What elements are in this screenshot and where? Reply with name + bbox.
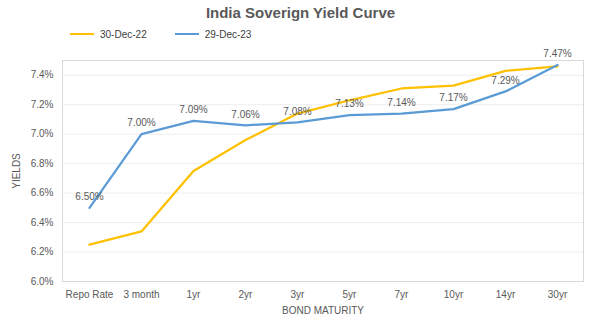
svg-text:7yr: 7yr: [395, 289, 410, 300]
svg-text:Repo Rate: Repo Rate: [66, 289, 114, 300]
svg-text:14yr: 14yr: [496, 289, 516, 300]
svg-text:6.6%: 6.6%: [31, 187, 54, 198]
svg-text:5yr: 5yr: [343, 289, 358, 300]
svg-text:30yr: 30yr: [548, 289, 568, 300]
svg-text:7.14%: 7.14%: [387, 97, 415, 108]
svg-text:7.00%: 7.00%: [127, 117, 155, 128]
svg-text:7.47%: 7.47%: [543, 48, 571, 59]
html-text:29-Dec-23: 29-Dec-23: [204, 28, 252, 40]
svg-text:7.17%: 7.17%: [439, 92, 467, 103]
svg-text:10yr: 10yr: [444, 289, 464, 300]
svg-text:6.8%: 6.8%: [31, 158, 54, 169]
svg-text:3 month: 3 month: [123, 289, 159, 300]
svg-text:YIELDS: YIELDS: [11, 153, 22, 189]
svg-text:3yr: 3yr: [291, 289, 306, 300]
svg-text:7.4%: 7.4%: [31, 69, 54, 80]
svg-text:7.13%: 7.13%: [335, 98, 363, 109]
svg-text:7.08%: 7.08%: [283, 106, 311, 117]
svg-text:7.0%: 7.0%: [31, 128, 54, 139]
svg-text:BOND MATURITY: BOND MATURITY: [282, 305, 364, 316]
svg-text:1yr: 1yr: [187, 289, 202, 300]
svg-text:7.2%: 7.2%: [31, 99, 54, 110]
svg-text:2yr: 2yr: [239, 289, 254, 300]
svg-text:6.2%: 6.2%: [31, 246, 54, 257]
svg-text:7.09%: 7.09%: [179, 104, 207, 115]
html-text:India Soverign Yield Curve: India Soverign Yield Curve: [205, 4, 396, 21]
svg-text:7.06%: 7.06%: [231, 109, 259, 120]
html-text:30-Dec-22: 30-Dec-22: [100, 28, 147, 40]
svg-text:7.29%: 7.29%: [491, 75, 519, 86]
svg-text:6.50%: 6.50%: [75, 191, 103, 202]
svg-text:6.4%: 6.4%: [31, 217, 54, 228]
svg-text:6.0%: 6.0%: [31, 276, 54, 287]
